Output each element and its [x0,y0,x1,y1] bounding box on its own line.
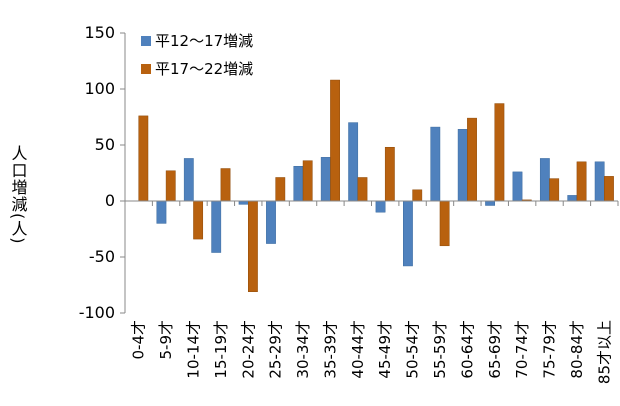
bar [485,200,495,206]
y-tick-label: -100 [79,303,115,322]
bar [604,176,614,202]
bar [138,115,149,202]
y-tick-label: 150 [84,23,115,42]
x-tick-label: 60-64才 [458,320,476,379]
x-tick-label: 65-69才 [486,320,504,379]
bar [238,200,249,205]
x-tick-label: 25-29才 [267,320,285,379]
bar [512,171,523,202]
x-tick-label: 5-9才 [157,320,175,360]
y-tick-label: 50 [95,135,115,154]
x-tick-label: 55-59才 [431,320,449,379]
x-tick-label: 45-49才 [376,320,394,379]
bar [412,189,423,202]
x-tick-label: 10-14才 [184,320,202,379]
bar [165,170,176,202]
x-tick-label: 0-4才 [130,320,148,360]
y-tick-label: 100 [84,79,115,98]
x-tick-label: 70-74才 [513,320,531,379]
x-tick-label: 85才以上 [595,320,613,384]
legend-swatch [141,36,151,46]
x-tick-label: 75-79才 [541,320,559,379]
y-axis-label: 人口増減(人) [9,145,28,244]
bar [348,122,359,202]
bar [320,157,331,202]
x-tick-label: 20-24才 [239,320,257,379]
bar [384,146,395,202]
bar [293,166,304,202]
x-tick-label: 80-84才 [568,320,586,379]
y-tick-label: -50 [89,247,115,266]
bar [457,129,468,202]
bar [220,168,231,202]
bar [266,200,276,244]
legend-swatch [141,64,151,74]
bar [248,200,258,292]
x-tick-label: 40-44才 [349,320,367,379]
bar [375,200,386,213]
bar [576,161,587,202]
legend-label: 平17～22増減 [155,60,253,78]
y-tick-label: 0 [105,191,115,210]
bar [357,177,368,202]
bar [494,103,505,202]
bar [183,158,194,202]
bar [439,200,450,247]
bar [567,195,578,202]
bar [193,200,204,240]
x-tick-label: 15-19才 [212,320,230,379]
bar [330,79,340,202]
bar [275,177,286,202]
bar [302,160,313,202]
bar [594,161,605,202]
bar [403,200,413,267]
x-tick-label: 30-34才 [294,320,312,379]
x-tick-label: 35-39才 [321,320,339,379]
bar [211,200,222,253]
bar [549,178,560,202]
x-tick-label: 50-54才 [404,320,422,379]
bar [430,126,441,202]
bar [539,158,550,202]
bar [467,117,477,202]
bar [156,200,167,224]
legend-label: 平12～17増減 [155,32,253,50]
